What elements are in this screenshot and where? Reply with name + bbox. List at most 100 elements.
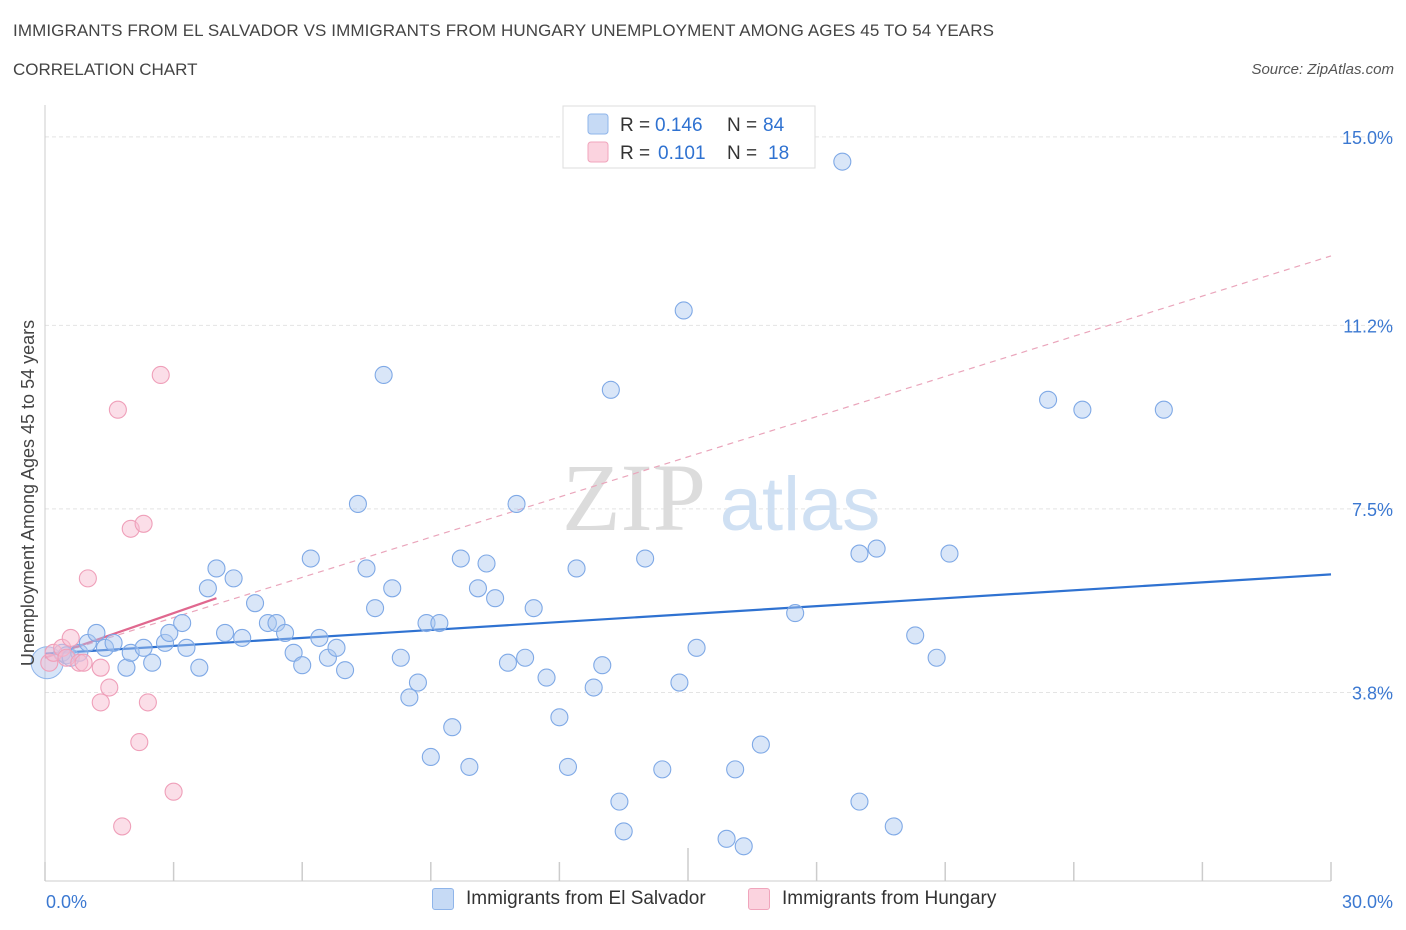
point-el-salvador bbox=[537, 668, 556, 687]
legend-item-salvador[interactable]: Immigrants from El Salvador bbox=[432, 888, 706, 910]
legend-top-swatch-salvador bbox=[587, 113, 609, 135]
legend-label-salvador: Immigrants from El Salvador bbox=[466, 888, 706, 909]
point-el-salvador bbox=[1154, 400, 1173, 419]
legend-top: R = 0.146 N = 84 R = 0.101 N = 18 bbox=[562, 105, 816, 169]
point-el-salvador bbox=[207, 559, 226, 578]
point-el-salvador bbox=[215, 623, 235, 642]
point-el-salvador bbox=[906, 626, 925, 645]
point-el-salvador bbox=[567, 559, 586, 578]
trendline-el-salvador bbox=[44, 573, 1332, 655]
tick-labels: 3.8% 7.5% 11.2% 15.0% 0.0% 30.0% bbox=[46, 128, 1393, 912]
point-el-salvador bbox=[224, 569, 243, 588]
legend-swatch-salvador bbox=[432, 888, 454, 910]
point-hungary bbox=[74, 653, 93, 672]
point-el-salvador bbox=[507, 494, 526, 514]
point-el-salvador bbox=[558, 757, 578, 776]
point-el-salvador bbox=[95, 638, 115, 657]
point-hungary bbox=[78, 569, 97, 588]
point-hungary bbox=[130, 733, 149, 752]
legend-top-r-value-2: 0.101 bbox=[658, 143, 706, 164]
point-el-salvador bbox=[366, 599, 385, 618]
legend-label-hungary: Immigrants from Hungary bbox=[782, 888, 997, 909]
point-el-salvador bbox=[751, 735, 770, 754]
chart-title: IMMIGRANTS FROM EL SALVADOR VS IMMIGRANT… bbox=[13, 21, 995, 40]
point-el-salvador bbox=[1073, 400, 1092, 419]
gridlines bbox=[45, 136, 1395, 693]
y-tick-label: 3.8% bbox=[1352, 683, 1393, 703]
point-el-salvador bbox=[383, 579, 402, 598]
legend-top-n-label-1: N = bbox=[727, 115, 762, 136]
point-hungary bbox=[151, 365, 170, 385]
point-el-salvador bbox=[276, 623, 295, 642]
point-el-salvador bbox=[593, 656, 612, 675]
point-hungary bbox=[108, 400, 127, 419]
legend-top-n-value-2: 18 bbox=[768, 143, 789, 164]
point-el-salvador bbox=[468, 579, 488, 598]
point-el-salvador bbox=[516, 648, 535, 667]
point-el-salvador bbox=[408, 673, 427, 692]
point-el-salvador bbox=[245, 594, 265, 613]
legend-swatch-hungary bbox=[748, 888, 770, 910]
legend-item-hungary[interactable]: Immigrants from Hungary bbox=[748, 888, 996, 910]
point-el-salvador bbox=[670, 673, 689, 692]
point-el-salvador bbox=[940, 544, 959, 563]
point-el-salvador bbox=[687, 638, 706, 657]
x-tick-label: 0.0% bbox=[46, 892, 87, 912]
trendline-hungary bbox=[44, 597, 217, 659]
axes bbox=[44, 105, 1332, 882]
point-el-salvador bbox=[421, 747, 440, 767]
point-el-salvador bbox=[477, 554, 496, 573]
point-el-salvador bbox=[584, 678, 603, 697]
watermark-atlas: atlas bbox=[720, 462, 881, 547]
point-el-salvador bbox=[674, 301, 693, 320]
point-el-salvador bbox=[443, 718, 462, 737]
point-el-salvador bbox=[601, 380, 620, 399]
legend-top-r-label-1: R = bbox=[620, 115, 655, 136]
point-el-salvador bbox=[734, 837, 753, 856]
point-el-salvador bbox=[884, 817, 903, 836]
point-el-salvador bbox=[486, 589, 505, 608]
y-axis-label: Unemployment Among Ages 45 to 54 years bbox=[18, 320, 38, 666]
point-el-salvador bbox=[867, 539, 886, 558]
chart-subtitle: CORRELATION CHART bbox=[13, 60, 198, 79]
legend-top-n-value-1: 84 bbox=[763, 115, 785, 136]
point-el-salvador bbox=[610, 792, 629, 811]
point-el-salvador bbox=[198, 579, 217, 598]
legend-top-swatch-hungary bbox=[587, 141, 609, 163]
point-el-salvador bbox=[310, 628, 329, 647]
point-el-salvador bbox=[374, 365, 393, 385]
point-el-salvador bbox=[614, 822, 633, 841]
point-el-salvador bbox=[190, 658, 209, 677]
point-hungary bbox=[134, 514, 153, 533]
point-el-salvador bbox=[717, 829, 736, 848]
point-el-salvador bbox=[327, 638, 346, 657]
point-el-salvador bbox=[927, 648, 946, 667]
point-el-salvador bbox=[786, 604, 805, 623]
point-el-salvador bbox=[653, 760, 672, 779]
point-el-salvador bbox=[833, 152, 852, 171]
point-el-salvador bbox=[155, 633, 175, 652]
point-el-salvador bbox=[293, 656, 312, 675]
point-hungary bbox=[138, 693, 157, 712]
point-hungary bbox=[91, 658, 110, 677]
point-hungary bbox=[91, 693, 110, 712]
point-el-salvador bbox=[726, 760, 745, 779]
x-tick-label: 30.0% bbox=[1342, 892, 1393, 912]
y-tick-label: 7.5% bbox=[1352, 500, 1393, 520]
watermark: ZIP atlas bbox=[562, 444, 880, 551]
point-el-salvador bbox=[636, 549, 655, 568]
point-el-salvador bbox=[391, 648, 410, 667]
point-el-salvador bbox=[284, 643, 303, 662]
point-el-salvador bbox=[160, 623, 179, 642]
point-el-salvador bbox=[117, 658, 136, 677]
legend-bottom: Immigrants from El Salvador Immigrants f… bbox=[0, 888, 1406, 918]
source-label: Source: ZipAtlas.com bbox=[1251, 61, 1394, 78]
point-el-salvador bbox=[1039, 390, 1058, 409]
point-el-salvador bbox=[550, 708, 569, 727]
point-el-salvador bbox=[850, 792, 869, 811]
point-hungary bbox=[164, 782, 183, 801]
trendlines bbox=[44, 255, 1332, 659]
point-el-salvador bbox=[173, 613, 192, 633]
point-el-salvador bbox=[87, 623, 106, 642]
